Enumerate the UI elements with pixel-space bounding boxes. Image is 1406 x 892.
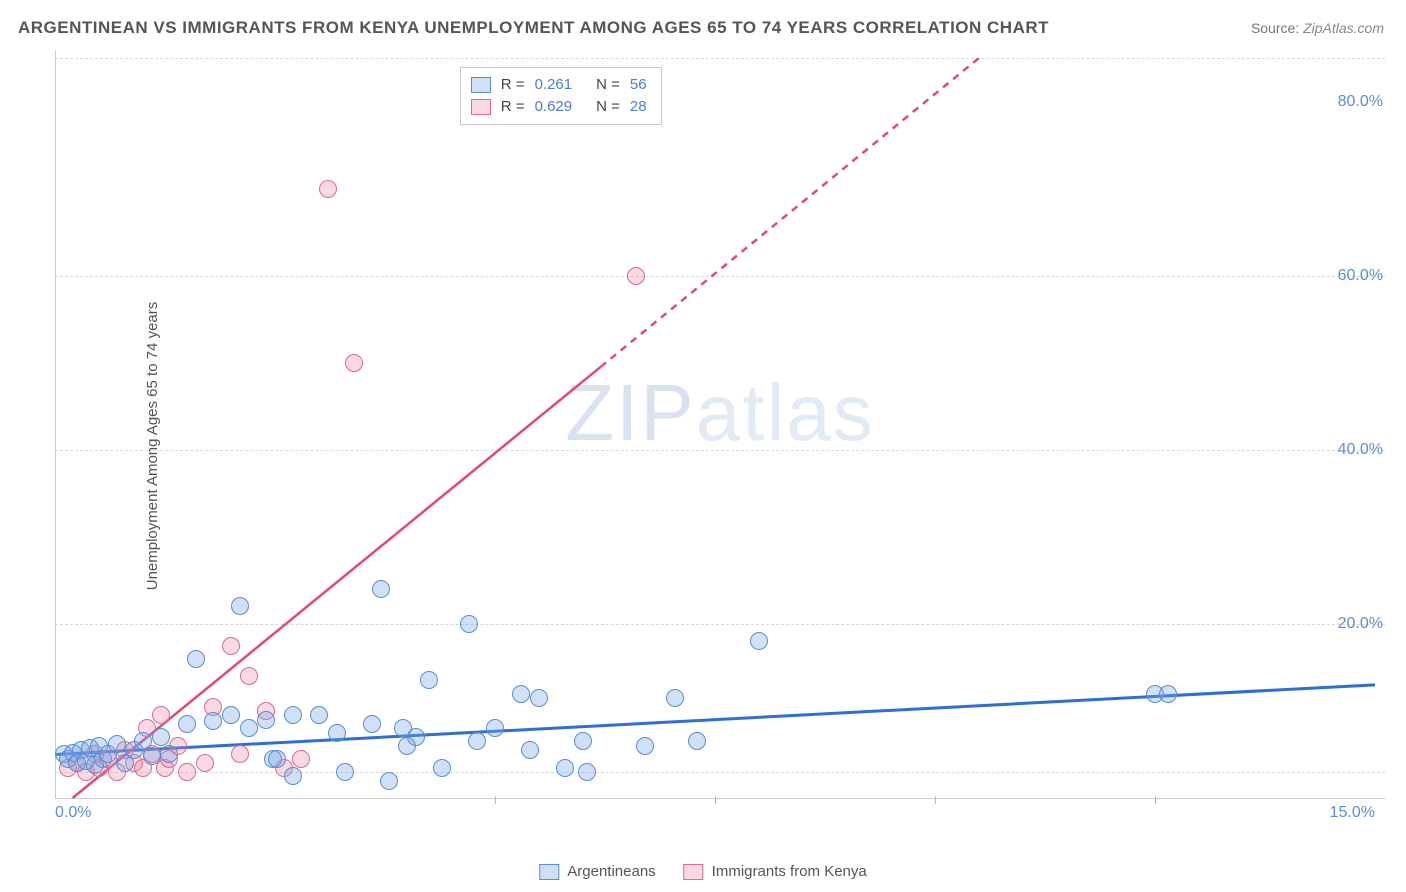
data-point bbox=[486, 719, 504, 737]
x-tick-mark bbox=[715, 796, 716, 804]
source-value: ZipAtlas.com bbox=[1303, 20, 1384, 36]
legend-swatch bbox=[471, 99, 491, 115]
gridline bbox=[55, 772, 1385, 773]
data-point bbox=[666, 689, 684, 707]
data-point bbox=[380, 772, 398, 790]
data-point bbox=[187, 650, 205, 668]
data-point bbox=[468, 732, 486, 750]
data-point bbox=[204, 712, 222, 730]
data-point bbox=[143, 747, 161, 765]
chart-title: ARGENTINEAN VS IMMIGRANTS FROM KENYA UNE… bbox=[18, 18, 1049, 38]
data-point bbox=[268, 750, 286, 768]
legend-row: R = 0.261 N = 56 bbox=[471, 74, 647, 96]
gridline bbox=[55, 450, 1385, 451]
data-point bbox=[372, 580, 390, 598]
n-label: N = bbox=[596, 74, 620, 96]
data-point bbox=[222, 637, 240, 655]
data-point bbox=[319, 180, 337, 198]
data-point bbox=[160, 745, 178, 763]
x-tick-label: 0.0% bbox=[55, 804, 91, 822]
data-point bbox=[196, 754, 214, 772]
legend-row: R = 0.629 N = 28 bbox=[471, 96, 647, 118]
r-label: R = bbox=[501, 96, 525, 118]
data-point bbox=[328, 724, 346, 742]
n-value: 56 bbox=[630, 74, 647, 96]
data-point bbox=[460, 615, 478, 633]
y-tick-label: 60.0% bbox=[1338, 267, 1383, 285]
data-point bbox=[420, 671, 438, 689]
data-point bbox=[345, 354, 363, 372]
swatch-argentineans bbox=[539, 864, 559, 880]
y-tick-label: 20.0% bbox=[1338, 615, 1383, 633]
correlation-legend: R = 0.261 N = 56 R = 0.629 N = 28 bbox=[460, 67, 662, 125]
data-point bbox=[1159, 685, 1177, 703]
bottom-legend: Argentineans Immigrants from Kenya bbox=[539, 863, 866, 880]
y-tick-label: 80.0% bbox=[1338, 93, 1383, 111]
x-tick-mark bbox=[1155, 796, 1156, 804]
data-point bbox=[108, 735, 126, 753]
data-point bbox=[574, 732, 592, 750]
data-point bbox=[363, 715, 381, 733]
x-tick-mark bbox=[495, 796, 496, 804]
x-axis bbox=[55, 798, 1385, 799]
source-attribution: Source: ZipAtlas.com bbox=[1251, 20, 1384, 36]
data-point bbox=[636, 737, 654, 755]
data-point bbox=[530, 689, 548, 707]
data-point bbox=[556, 759, 574, 777]
legend-label-b: Immigrants from Kenya bbox=[712, 863, 867, 880]
x-tick-mark bbox=[935, 796, 936, 804]
data-point bbox=[578, 763, 596, 781]
data-point bbox=[240, 719, 258, 737]
watermark-zip: ZIP bbox=[565, 368, 695, 457]
data-point bbox=[627, 267, 645, 285]
data-point bbox=[433, 759, 451, 777]
data-point bbox=[750, 632, 768, 650]
x-tick-label: 15.0% bbox=[1330, 804, 1375, 822]
gridline bbox=[55, 276, 1385, 277]
y-tick-label: 40.0% bbox=[1338, 441, 1383, 459]
data-point bbox=[222, 706, 240, 724]
source-label: Source: bbox=[1251, 20, 1299, 36]
data-point bbox=[310, 706, 328, 724]
data-point bbox=[152, 728, 170, 746]
gridline bbox=[55, 58, 1385, 59]
data-point bbox=[407, 728, 425, 746]
n-label: N = bbox=[596, 96, 620, 118]
data-point bbox=[231, 745, 249, 763]
legend-item-argentineans: Argentineans bbox=[539, 863, 655, 880]
legend-swatch bbox=[471, 77, 491, 93]
r-label: R = bbox=[501, 74, 525, 96]
data-point bbox=[336, 763, 354, 781]
data-point bbox=[231, 597, 249, 615]
r-value: 0.629 bbox=[535, 96, 573, 118]
legend-label-a: Argentineans bbox=[567, 863, 655, 880]
data-point bbox=[257, 711, 275, 729]
data-point bbox=[152, 706, 170, 724]
r-value: 0.261 bbox=[535, 74, 573, 96]
data-point bbox=[292, 750, 310, 768]
data-point bbox=[284, 706, 302, 724]
data-point bbox=[512, 685, 530, 703]
swatch-kenya bbox=[684, 864, 704, 880]
data-point bbox=[688, 732, 706, 750]
data-point bbox=[521, 741, 539, 759]
data-point bbox=[178, 715, 196, 733]
gridline bbox=[55, 624, 1385, 625]
data-point bbox=[240, 667, 258, 685]
scatter-chart: ZIPatlas 20.0% 40.0% 60.0% 80.0% 0.0% 15.0% R … bbox=[55, 50, 1385, 840]
data-point bbox=[178, 763, 196, 781]
legend-item-kenya: Immigrants from Kenya bbox=[684, 863, 867, 880]
data-point bbox=[284, 767, 302, 785]
watermark-atlas: atlas bbox=[696, 368, 875, 457]
watermark: ZIPatlas bbox=[565, 367, 874, 459]
n-value: 28 bbox=[630, 96, 647, 118]
y-axis bbox=[55, 50, 56, 798]
